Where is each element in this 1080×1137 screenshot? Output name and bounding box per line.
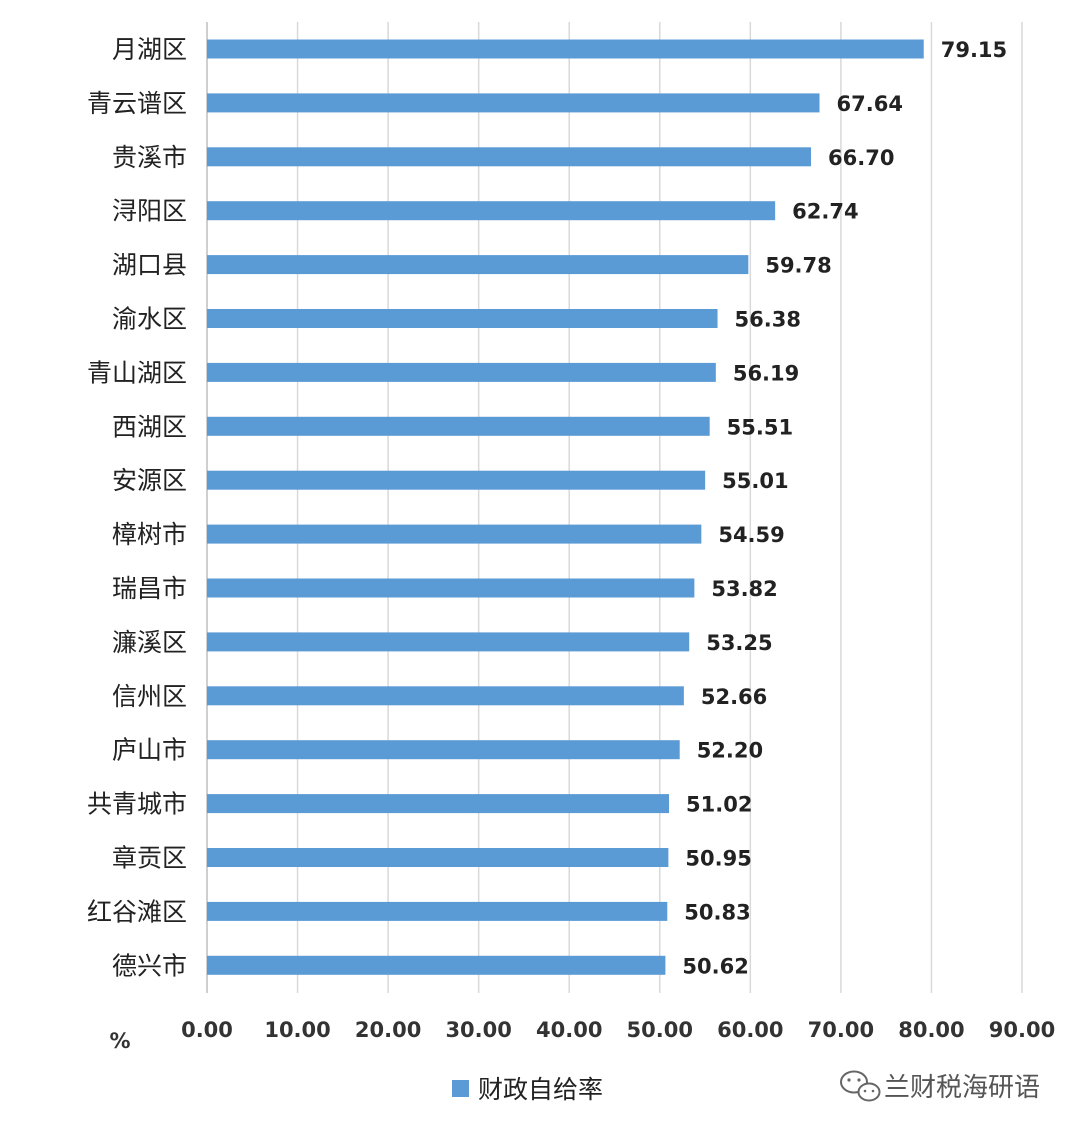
- x-axis-unit-label: %: [109, 1029, 130, 1053]
- x-tick-label: 90.00: [989, 1018, 1055, 1042]
- category-label: 章贡区: [112, 844, 187, 873]
- bar: [207, 416, 710, 436]
- watermark: 兰财税海研语: [840, 1070, 1040, 1103]
- category-label: 濂溪区: [112, 628, 187, 657]
- legend-label: 财政自给率: [478, 1075, 603, 1104]
- bar: [207, 740, 680, 760]
- bar: [207, 39, 924, 59]
- bar: [207, 794, 670, 814]
- x-tick-label: 50.00: [627, 1018, 693, 1042]
- bar: [207, 201, 776, 221]
- category-label: 樟树市: [112, 520, 187, 549]
- data-label: 66.70: [828, 146, 894, 170]
- bar: [207, 848, 669, 867]
- data-label: 55.51: [727, 415, 793, 439]
- bar: [207, 309, 718, 328]
- category-label: 瑞昌市: [112, 574, 187, 603]
- bar: [207, 578, 695, 598]
- x-tick-label: 30.00: [445, 1018, 511, 1042]
- bar: [207, 955, 666, 975]
- x-tick-label: 40.00: [536, 1018, 602, 1042]
- x-axis-ticks: 0.00 10.00 20.00 30.00 40.00 50.00 60.00 70.00 8…: [181, 1018, 1055, 1042]
- legend-swatch: [452, 1080, 469, 1097]
- bar: [207, 901, 668, 921]
- watermark-text: 兰财税海研语: [884, 1073, 1040, 1103]
- bar: [207, 686, 684, 706]
- x-tick-label: 70.00: [808, 1018, 874, 1042]
- category-label: 月湖区: [112, 35, 187, 64]
- bar: [207, 524, 702, 544]
- data-label: 50.62: [682, 954, 748, 978]
- category-label: 湖口县: [112, 251, 187, 280]
- x-tick-label: 0.00: [181, 1018, 233, 1042]
- category-label: 信州区: [112, 682, 187, 711]
- bar: [207, 93, 820, 113]
- bar: [207, 632, 690, 652]
- bars: [207, 39, 924, 975]
- category-label: 青云谱区: [87, 89, 187, 118]
- value-labels: 79.15 67.64 66.70 62.74 59.78 56.38 56.19 55.51…: [682, 38, 1007, 978]
- data-label: 62.74: [792, 200, 858, 224]
- data-label: 50.95: [685, 847, 751, 871]
- data-label: 53.82: [711, 577, 777, 601]
- data-label: 51.02: [686, 793, 752, 817]
- category-label: 贵溪市: [112, 143, 187, 172]
- wechat-icon: [840, 1070, 881, 1102]
- x-tick-label: 60.00: [717, 1018, 783, 1042]
- bar: [207, 147, 812, 167]
- category-label: 浔阳区: [112, 197, 187, 226]
- data-label: 56.38: [735, 308, 801, 332]
- data-label: 53.25: [706, 631, 772, 655]
- data-label: 50.83: [684, 900, 750, 924]
- legend: 财政自给率: [452, 1075, 603, 1104]
- bar: [207, 470, 706, 490]
- category-label: 西湖区: [112, 412, 187, 441]
- data-label: 54.59: [718, 523, 784, 547]
- data-label: 56.19: [733, 361, 799, 385]
- data-label: 55.01: [722, 469, 788, 493]
- data-label: 59.78: [765, 254, 831, 278]
- category-label: 庐山市: [112, 736, 187, 765]
- x-tick-label: 20.00: [355, 1018, 421, 1042]
- bar: [207, 362, 716, 382]
- category-label: 渝水区: [112, 305, 187, 334]
- category-labels: 月湖区青云谱区贵溪市浔阳区湖口县渝水区青山湖区西湖区安源区樟树市瑞昌市濂溪区信州…: [87, 35, 187, 980]
- data-label: 52.20: [697, 739, 763, 763]
- data-label: 79.15: [941, 38, 1007, 62]
- data-label: 52.66: [701, 685, 767, 709]
- x-tick-label: 10.00: [264, 1018, 330, 1042]
- category-label: 共青城市: [87, 790, 187, 819]
- category-label: 德兴市: [112, 951, 187, 980]
- bar: [207, 255, 749, 275]
- x-tick-label: 80.00: [898, 1018, 964, 1042]
- gridlines: [206, 22, 1023, 993]
- data-label: 67.64: [837, 92, 903, 116]
- category-label: 安源区: [112, 466, 187, 495]
- category-label: 红谷滩区: [87, 897, 187, 926]
- category-label: 青山湖区: [87, 358, 187, 387]
